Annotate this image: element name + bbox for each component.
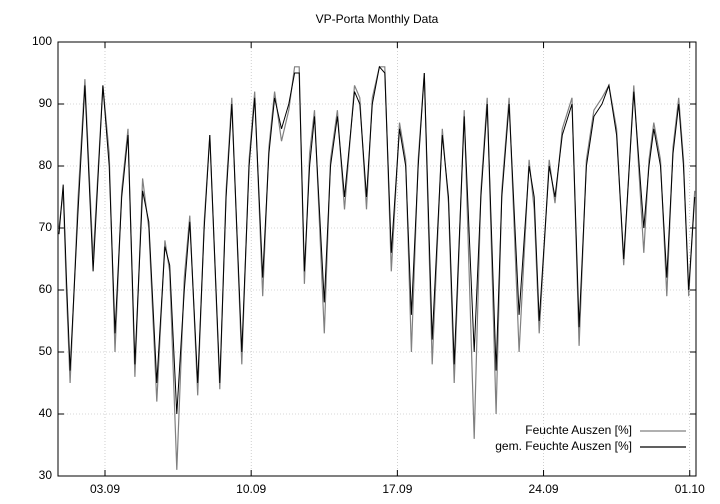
x-tick-label: 01.10: [675, 482, 705, 496]
y-tick-label: 40: [39, 406, 53, 420]
data-line: [58, 66, 696, 470]
y-tick-label: 80: [39, 158, 53, 172]
x-tick-label: 17.09: [382, 482, 412, 496]
plot-frame: [57, 41, 697, 477]
legend-label: gem. Feuchte Auszen [%]: [495, 439, 632, 453]
data-line: [58, 65, 696, 415]
x-tick-label: 24.09: [529, 482, 559, 496]
y-tick-label: 50: [39, 344, 53, 358]
y-tick-label: 90: [39, 96, 53, 110]
legend-label: Feuchte Auszen [%]: [525, 423, 632, 437]
x-tick-label: 03.09: [90, 482, 120, 496]
x-tick-label: 10.09: [236, 482, 266, 496]
y-tick-label: 70: [39, 220, 53, 234]
y-tick-label: 100: [32, 34, 52, 48]
y-tick-label: 30: [39, 468, 53, 482]
chart-title: VP-Porta Monthly Data: [316, 12, 439, 26]
y-tick-label: 60: [39, 282, 53, 296]
